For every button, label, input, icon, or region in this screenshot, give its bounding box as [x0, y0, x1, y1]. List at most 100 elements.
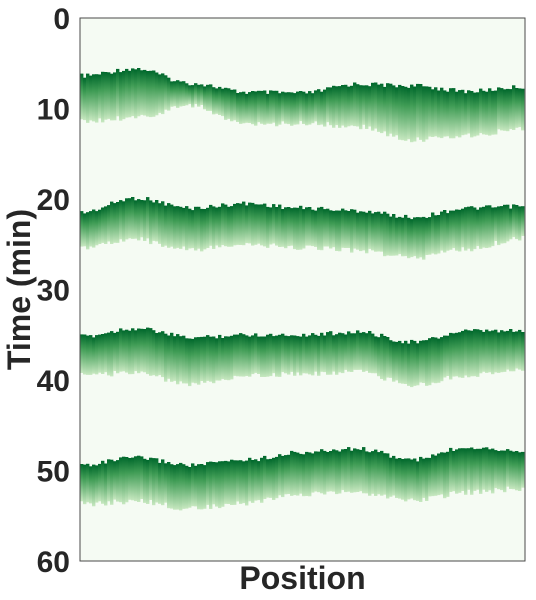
band-column: [80, 464, 84, 502]
band-column: [389, 340, 393, 378]
band-column: [467, 330, 471, 378]
band-column: [314, 210, 318, 247]
band-column: [83, 213, 87, 247]
band-column: [149, 328, 153, 376]
band-column: [122, 201, 126, 242]
band-column: [95, 211, 99, 246]
band-column: [356, 449, 360, 492]
band-column: [239, 460, 243, 504]
band-column: [512, 204, 516, 238]
band-column: [92, 337, 96, 374]
band-column: [308, 207, 312, 246]
band-column: [419, 84, 423, 140]
band-column: [485, 205, 489, 248]
band-column: [443, 335, 447, 378]
band-column: [521, 451, 525, 488]
band-column: [122, 456, 126, 505]
band-column: [131, 197, 135, 239]
band-column: [302, 333, 306, 374]
band-column: [356, 84, 360, 127]
band-column: [497, 332, 501, 373]
band-column: [89, 335, 93, 375]
band-column: [479, 330, 483, 374]
band-column: [443, 452, 447, 499]
band-column: [254, 333, 258, 373]
band-column: [482, 331, 486, 372]
band-column: [143, 69, 147, 116]
band-column: [407, 458, 411, 500]
band-column: [131, 457, 135, 501]
band-column: [215, 462, 219, 507]
band-column: [221, 203, 225, 246]
band-column: [275, 335, 279, 377]
band-column: [197, 337, 201, 385]
band-column: [128, 330, 132, 375]
band-column: [107, 459, 111, 502]
band-column: [110, 331, 114, 377]
band-column: [191, 463, 195, 507]
band-column: [347, 86, 351, 127]
band-column: [182, 464, 186, 509]
band-column: [173, 81, 177, 107]
band-column: [299, 91, 303, 122]
band-column: [197, 206, 201, 249]
band-column: [239, 333, 243, 377]
band-column: [446, 335, 450, 376]
band-column: [104, 463, 108, 506]
band-column: [287, 336, 291, 375]
band-column: [389, 457, 393, 497]
band-column: [314, 90, 318, 122]
band-column: [92, 464, 96, 507]
band-column: [182, 335, 186, 384]
band-column: [302, 454, 306, 497]
band-column: [203, 209, 207, 250]
band-column: [401, 86, 405, 141]
band-column: [242, 334, 246, 377]
band-column: [521, 332, 525, 371]
band-column: [137, 68, 141, 117]
band-column: [275, 456, 279, 499]
band-column: [311, 209, 315, 247]
band-column: [122, 70, 126, 120]
band-column: [458, 209, 462, 252]
band-column: [482, 206, 486, 248]
band-column: [275, 207, 279, 246]
band-column: [257, 336, 261, 374]
band-column: [251, 91, 255, 125]
band-column: [86, 212, 90, 250]
band-column: [83, 464, 87, 505]
band-column: [290, 208, 294, 246]
band-column: [158, 462, 162, 504]
band-column: [515, 88, 519, 128]
band-column: [140, 456, 144, 499]
band-column: [269, 333, 273, 377]
band-column: [170, 332, 174, 382]
band-column: [119, 328, 123, 372]
band-column: [503, 331, 507, 372]
band-column: [272, 204, 276, 244]
band-column: [170, 464, 174, 509]
band-column: [329, 331, 333, 375]
band-column: [197, 464, 201, 510]
band-column: [494, 90, 498, 135]
band-column: [164, 205, 168, 246]
band-column: [293, 93, 297, 125]
band-column: [305, 451, 309, 496]
band-column: [518, 88, 522, 128]
band-column: [248, 92, 252, 123]
band-column: [320, 91, 324, 125]
band-column: [158, 332, 162, 376]
band-column: [413, 340, 417, 386]
band-column: [107, 205, 111, 242]
band-column: [383, 86, 387, 132]
band-column: [245, 460, 249, 506]
band-column: [359, 85, 363, 130]
band-column: [473, 329, 477, 377]
band-column: [374, 82, 378, 129]
band-column: [365, 212, 369, 254]
band-column: [395, 87, 399, 136]
band-column: [230, 335, 234, 380]
band-column: [230, 206, 234, 247]
band-column: [449, 332, 453, 380]
